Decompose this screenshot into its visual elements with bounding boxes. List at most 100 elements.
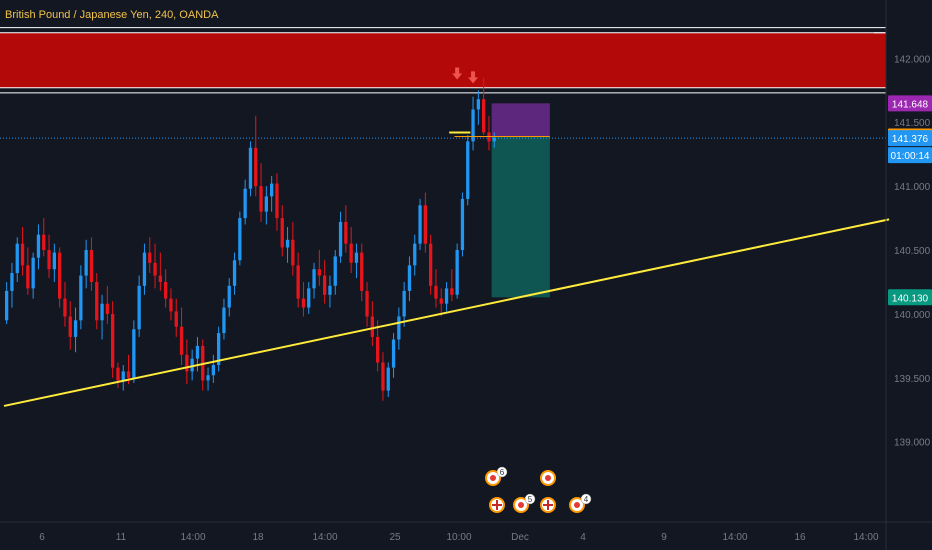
candle-body <box>344 221 348 244</box>
candle <box>42 218 46 257</box>
candle <box>105 285 109 325</box>
candle <box>386 362 390 397</box>
candle-body <box>476 99 480 110</box>
price-label-text: 141.376 <box>892 134 929 145</box>
candle-body <box>254 147 258 187</box>
price-axis-label: 139.500 <box>894 374 931 385</box>
candle <box>402 281 406 327</box>
candle <box>63 281 67 327</box>
candle <box>238 211 242 266</box>
candle <box>47 234 51 279</box>
candle <box>492 132 496 148</box>
candle-body <box>238 218 242 261</box>
candle-body <box>482 99 486 133</box>
candle <box>211 354 215 383</box>
chart-title: British Pound / Japanese Yen, 240, OANDA <box>5 9 219 21</box>
candle-body <box>68 316 72 337</box>
candle-body <box>20 243 25 266</box>
candle-body <box>126 371 131 378</box>
candle <box>354 243 359 279</box>
candle-body <box>397 316 401 340</box>
candle <box>285 227 290 263</box>
candle-body <box>248 147 253 189</box>
candle <box>217 326 221 372</box>
candle <box>100 294 104 340</box>
candle-body <box>36 234 41 258</box>
candle-body <box>190 358 194 372</box>
candle-body <box>26 265 30 289</box>
candle-body <box>232 260 237 286</box>
candle <box>296 252 300 308</box>
sell-arrow-icon <box>468 71 479 84</box>
candle <box>73 307 78 353</box>
candle-body <box>158 275 162 282</box>
candle <box>259 163 263 222</box>
event-dot <box>518 502 524 508</box>
candle <box>206 367 210 391</box>
candle <box>381 352 385 401</box>
candle-body <box>222 307 226 334</box>
candle-body <box>148 252 152 263</box>
candle-body <box>444 288 449 304</box>
price-axis-label: 141.000 <box>894 182 931 193</box>
candle <box>5 281 9 325</box>
candle <box>397 307 401 350</box>
candle <box>164 269 168 308</box>
candle-body <box>111 313 115 368</box>
time-axis-label: 14:00 <box>312 532 337 543</box>
candle-body <box>354 252 359 263</box>
candle <box>450 269 454 302</box>
candle <box>243 179 247 225</box>
candle-body <box>376 336 380 363</box>
candle-body <box>47 250 51 270</box>
time-axis-label: 14:00 <box>180 532 205 543</box>
candle-body <box>42 234 46 251</box>
price-axis-label: 140.500 <box>894 246 931 257</box>
candle <box>174 298 178 337</box>
candle <box>466 135 470 206</box>
candle <box>169 288 173 321</box>
event-badge <box>496 466 508 478</box>
candle-body <box>137 285 141 330</box>
candle <box>185 339 189 385</box>
event-icon: 6 <box>485 466 508 486</box>
candle-body <box>243 188 247 219</box>
candle-body <box>291 239 295 266</box>
candle <box>407 256 412 302</box>
candle-body <box>95 281 99 321</box>
candle <box>15 237 19 282</box>
candle <box>36 224 41 270</box>
candle-body <box>121 371 125 381</box>
candle <box>338 211 343 263</box>
candle <box>370 301 374 346</box>
candle <box>52 243 56 282</box>
candle-body <box>142 252 147 286</box>
candle-body <box>10 273 14 291</box>
candle <box>84 239 88 289</box>
time-axis-label: 6 <box>39 532 45 543</box>
candle <box>264 186 268 225</box>
price-label-text: 140.130 <box>892 293 929 304</box>
candle-body <box>460 198 465 251</box>
candle-body <box>455 250 459 295</box>
event-icon <box>540 470 556 486</box>
event-badge <box>580 493 592 505</box>
candle <box>270 175 274 212</box>
candle <box>121 365 125 391</box>
candle <box>79 265 83 330</box>
candle <box>254 115 258 197</box>
candle <box>227 278 231 317</box>
candle <box>391 333 396 378</box>
price-axis-label: 142.000 <box>894 54 931 65</box>
candle-body <box>132 329 136 378</box>
candle-body <box>402 290 406 317</box>
candle <box>148 237 152 274</box>
candle <box>307 281 311 314</box>
candle-body <box>100 303 104 321</box>
candle <box>413 234 417 276</box>
candle-body <box>423 205 427 244</box>
candle-body <box>317 269 321 276</box>
candle <box>232 252 237 295</box>
candle <box>95 273 99 330</box>
